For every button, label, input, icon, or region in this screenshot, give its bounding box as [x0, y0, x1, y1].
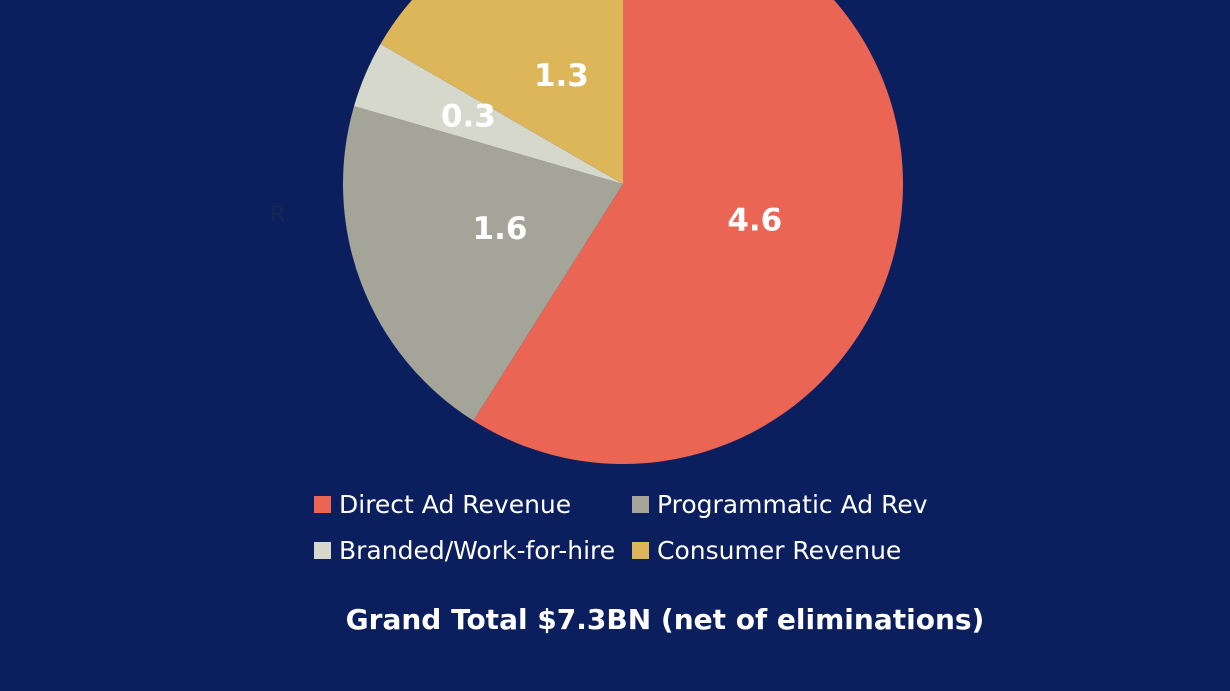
chart-legend: Direct Ad Revenue Programmatic Ad Rev Br… [314, 486, 954, 576]
pie-value-label-consumer-revenue: 1.3 [534, 58, 589, 94]
pie-slices [342, 0, 903, 464]
grand-total-caption: Grand Total $7.3BN (net of eliminations) [345, 603, 985, 636]
legend-label: Branded/Work-for-hire [339, 535, 616, 565]
legend-item-direct-ad-revenue: Direct Ad Revenue [314, 486, 571, 522]
pie-slice-direct-ad-revenue [473, 0, 903, 464]
legend-item-programmatic-ad-rev: Programmatic Ad Rev [632, 486, 928, 522]
pie-value-labels: 4.6 1.6 0.3 1.3 [441, 58, 782, 247]
legend-label: Consumer Revenue [657, 535, 902, 565]
legend-item-consumer-revenue: Consumer Revenue [632, 532, 901, 568]
pie-value-label-programmatic-ad-rev: 1.6 [473, 211, 528, 247]
pie-value-label-direct-ad-revenue: 4.6 [727, 203, 782, 239]
stray-letter: R [270, 203, 286, 228]
pie-slice-consumer-revenue [380, 0, 623, 184]
legend-swatch [314, 541, 331, 559]
legend-label: Direct Ad Revenue [339, 489, 572, 519]
legend-item-branded-work-for-hire: Branded/Work-for-hire [314, 532, 615, 568]
pie-value-label-branded-work-for-hire: 0.3 [441, 99, 496, 135]
pie-slice-programmatic-ad-rev [342, 106, 623, 421]
legend-swatch [314, 495, 331, 513]
legend-label: Programmatic Ad Rev [657, 489, 928, 519]
legend-swatch [632, 541, 649, 559]
pie-slice-branded-work-for-hire [354, 44, 623, 184]
legend-swatch [632, 495, 649, 513]
